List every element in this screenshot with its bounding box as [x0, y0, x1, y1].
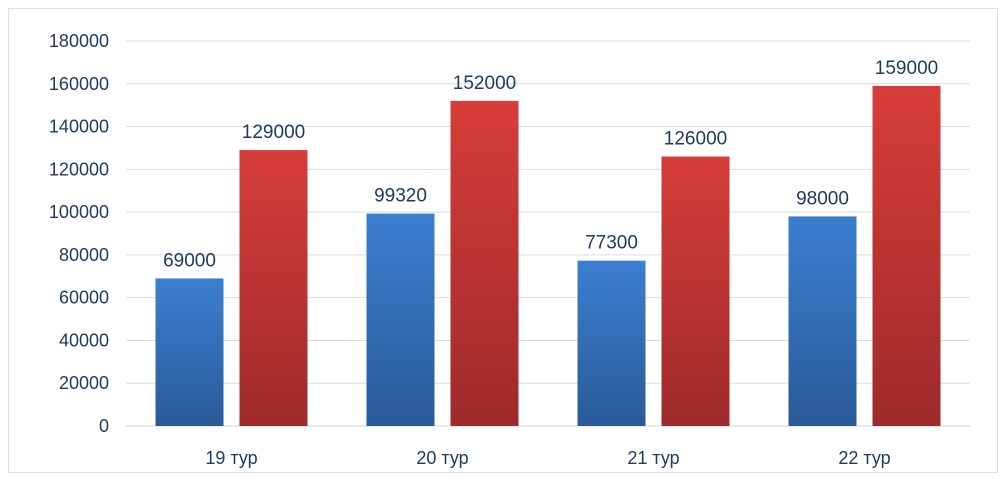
data-label: 159000 — [875, 58, 938, 79]
x-category-label: 21 тур — [627, 448, 679, 468]
y-tick-label: 120000 — [49, 159, 109, 179]
bar-series-2-1 — [239, 150, 308, 427]
bars — [155, 85, 941, 427]
x-axis-category-labels: 19 тур 20 тур 21 тур 22 тур — [205, 448, 890, 468]
data-labels: 69000 129000 99320 152000 77300 126000 98000 15… — [163, 58, 938, 271]
x-category-label: 19 тур — [205, 448, 257, 468]
bar-series-1-2 — [366, 213, 435, 426]
y-tick-label: 20000 — [59, 373, 109, 393]
y-tick-label: 140000 — [49, 117, 109, 137]
y-tick-label: 180000 — [49, 31, 109, 51]
data-label: 77300 — [585, 233, 638, 254]
y-tick-label: 60000 — [59, 288, 109, 308]
y-tick-label: 80000 — [59, 245, 109, 265]
bar-series-1-1 — [155, 278, 224, 426]
y-tick-label: 100000 — [49, 202, 109, 222]
y-tick-label: 0 — [99, 416, 109, 436]
bar-series-1-3 — [577, 260, 646, 426]
y-axis-tick-labels: 0 20000 40000 60000 80000 100000 120000 140000 1… — [49, 31, 109, 436]
x-category-label: 22 тур — [838, 448, 890, 468]
bar-series-2-2 — [450, 100, 519, 426]
data-label: 98000 — [796, 188, 849, 209]
bar-series-2-3 — [661, 156, 730, 426]
y-tick-label: 40000 — [59, 330, 109, 350]
data-label: 152000 — [453, 73, 516, 94]
x-category-label: 20 тур — [416, 448, 468, 468]
bar-series-2-4 — [872, 85, 941, 427]
y-tick-label: 160000 — [49, 74, 109, 94]
data-label: 69000 — [163, 250, 216, 271]
data-label: 99320 — [374, 186, 427, 207]
data-label: 126000 — [664, 129, 727, 150]
data-label: 129000 — [242, 122, 305, 143]
bar-series-1-4 — [788, 216, 857, 426]
